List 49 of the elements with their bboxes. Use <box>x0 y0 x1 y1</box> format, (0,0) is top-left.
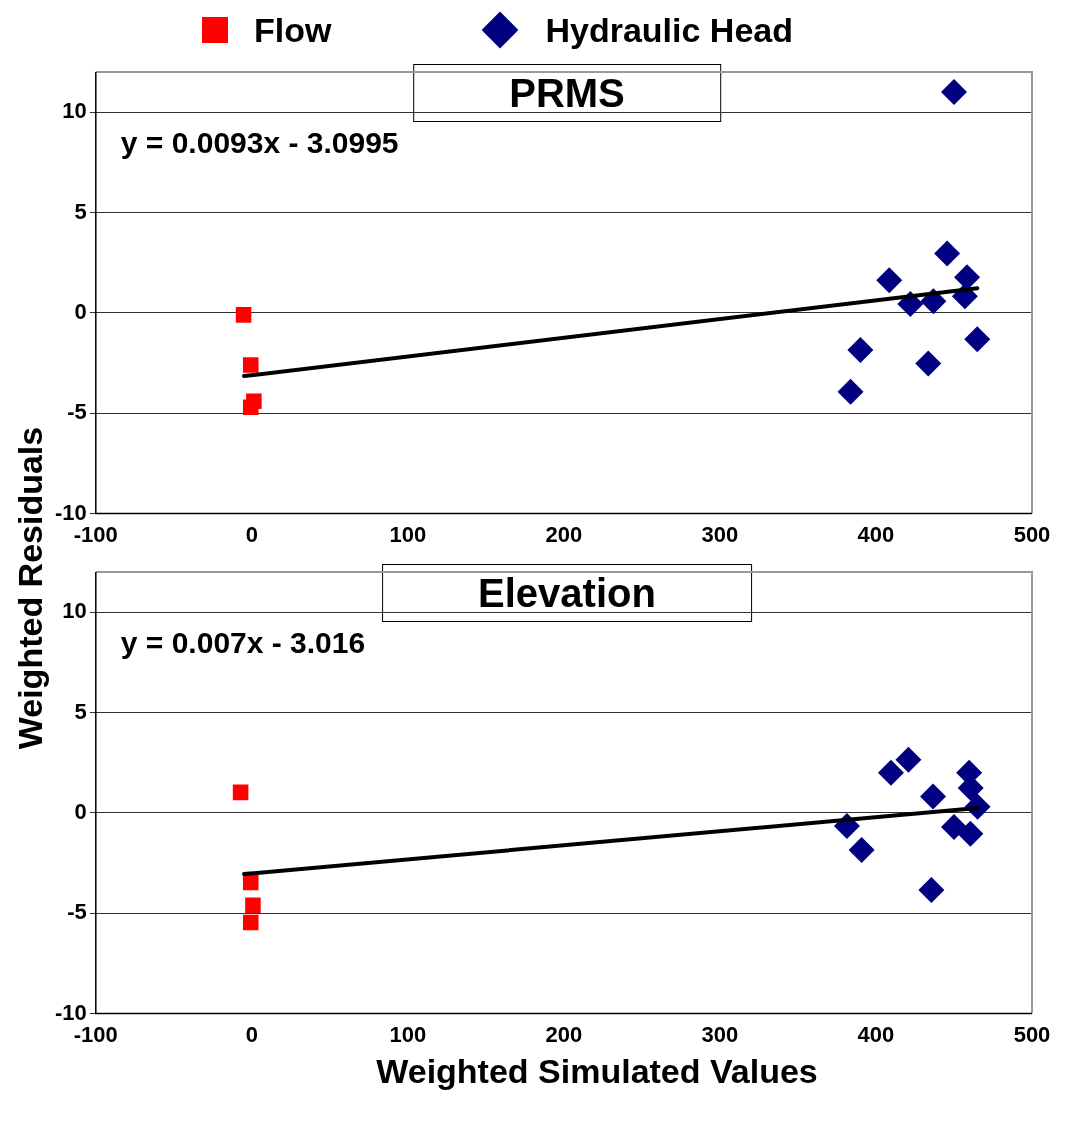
legend-label: Hydraulic Head <box>545 10 793 50</box>
point <box>895 746 922 773</box>
legend-label: Flow <box>254 10 332 50</box>
point <box>242 874 259 891</box>
point <box>920 783 947 810</box>
point <box>848 837 875 864</box>
point <box>964 326 991 353</box>
point <box>242 399 259 415</box>
point <box>232 784 249 801</box>
y-tick-label: 0 <box>74 798 87 824</box>
point <box>245 897 261 913</box>
title-box: Elevation <box>382 564 752 622</box>
annotation: y = 0.0093x - 3.0995 <box>120 126 399 160</box>
point <box>235 307 252 323</box>
point <box>837 378 864 405</box>
y-tick-label: -5 <box>67 399 87 425</box>
annotation: y = 0.007x - 3.016 <box>120 626 366 660</box>
point <box>915 350 942 377</box>
x-tick-label: 100 <box>389 521 427 547</box>
x-tick-label: 0 <box>245 521 258 547</box>
point <box>957 820 984 847</box>
point <box>940 79 967 106</box>
x-tick-label: 400 <box>857 521 895 547</box>
point <box>242 357 259 373</box>
point <box>934 240 961 267</box>
y-axis-title: Weighted Residuals <box>10 426 50 750</box>
x-tick-label: 300 <box>701 521 739 547</box>
x-tick-label: 100 <box>389 1021 427 1047</box>
point <box>242 914 259 931</box>
x-axis-title: Weighted Simulated Values <box>375 1052 819 1091</box>
x-tick-label: 0 <box>245 1021 258 1047</box>
y-tick-label: 10 <box>62 598 87 624</box>
x-tick-label: 400 <box>857 1021 895 1047</box>
y-tick-label: 5 <box>74 198 87 224</box>
y-tick-label: 0 <box>74 298 87 324</box>
y-tick-label: -5 <box>67 899 87 925</box>
x-tick-label: 500 <box>1013 521 1051 547</box>
x-tick-label: 300 <box>701 1021 739 1047</box>
y-tick-label: 5 <box>74 698 87 724</box>
x-tick-label: 500 <box>1013 1021 1051 1047</box>
point <box>918 876 945 903</box>
title-box: PRMS <box>413 64 721 122</box>
point <box>847 337 874 364</box>
point <box>876 267 903 294</box>
point <box>940 814 967 841</box>
point <box>877 759 904 786</box>
y-tick-label: 10 <box>62 98 87 124</box>
x-tick-label: 200 <box>545 521 583 547</box>
x-tick-label: 200 <box>545 1021 583 1047</box>
